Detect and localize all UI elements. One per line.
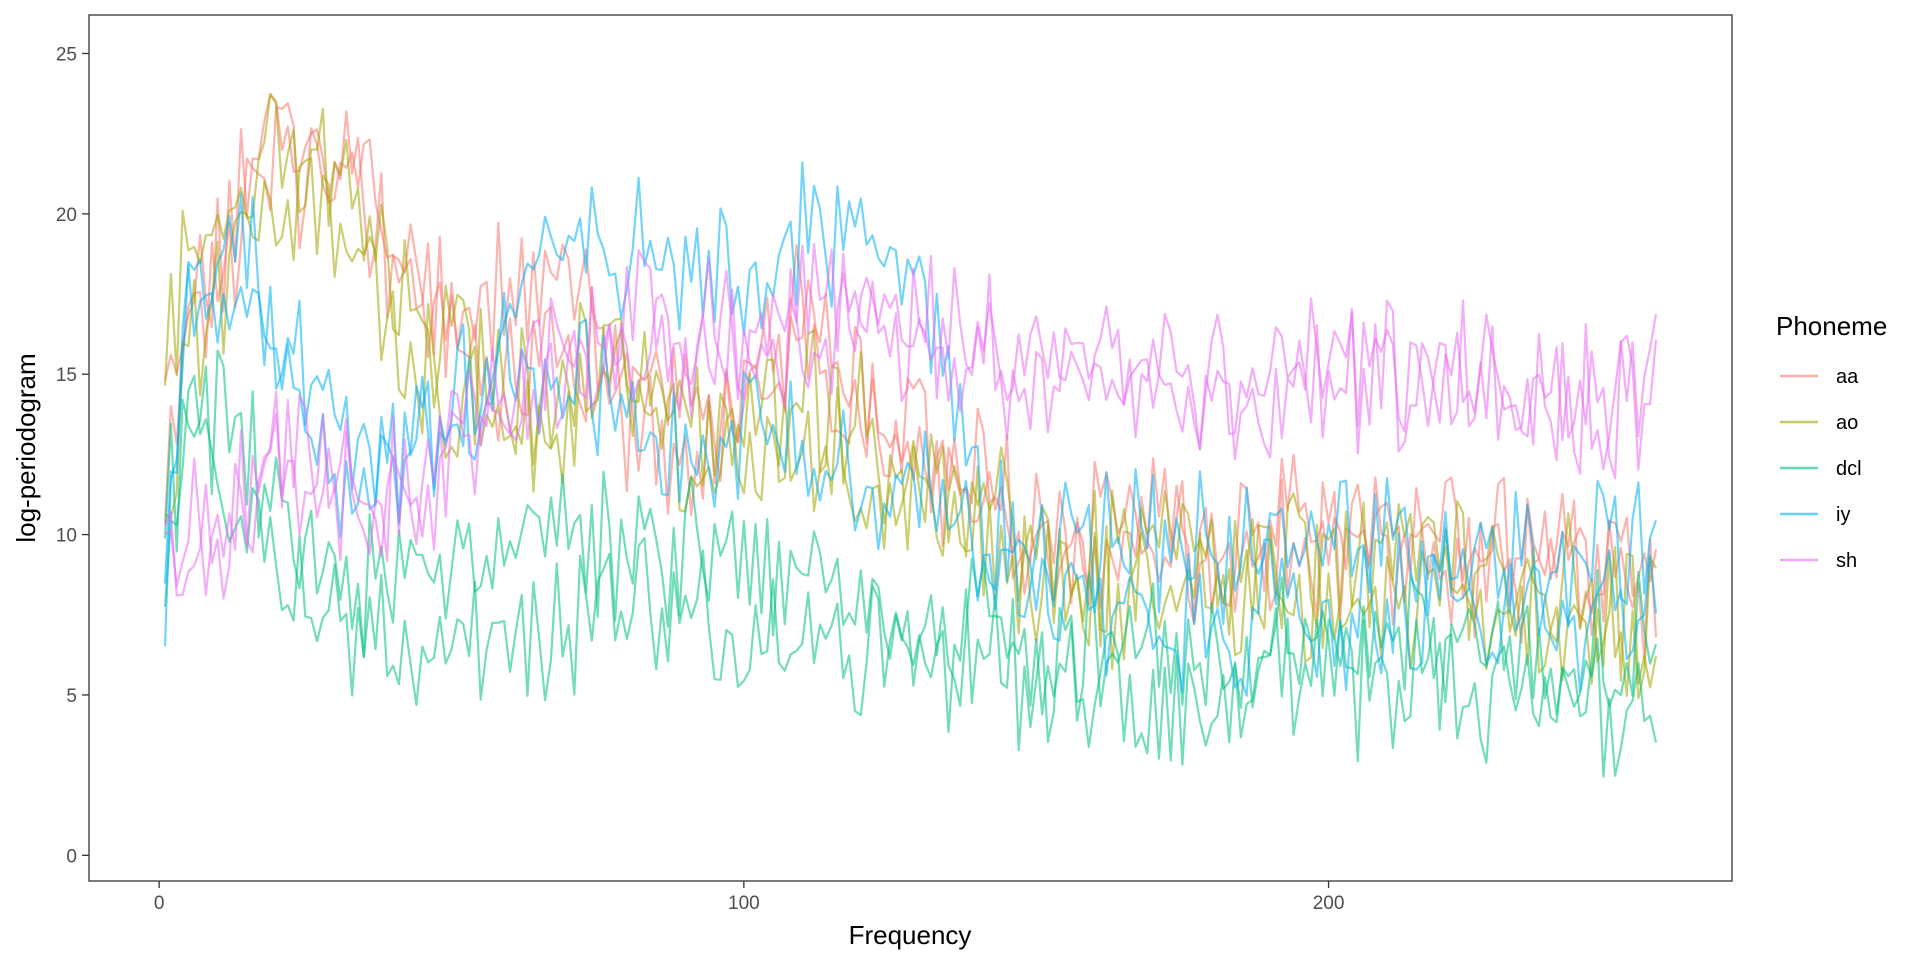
x-tick-label-100: 100 [728, 893, 760, 914]
y-tick-label-15: 15 [56, 365, 77, 386]
plot-panel [88, 14, 1733, 882]
x-tick-label-0: 0 [154, 893, 165, 914]
series-line-sh-2 [163, 243, 1658, 600]
legend-label-aa: aa [1836, 366, 1859, 388]
y-tick-label-0: 0 [66, 846, 77, 867]
axes-layer: 0 100 200 0 5 10 15 20 25 [56, 44, 1345, 914]
y-tick-label-20: 20 [56, 205, 77, 226]
series-line-aa-1 [163, 93, 1658, 637]
legend-title: Phoneme [1776, 311, 1887, 341]
y-axis-title: log-periodogram [11, 353, 41, 542]
x-axis-title: Frequency [849, 920, 972, 950]
y-tick-label-10: 10 [56, 526, 77, 547]
y-tick-label-5: 5 [66, 686, 77, 707]
legend-label-ao: ao [1836, 412, 1858, 434]
legend-label-iy: iy [1836, 504, 1850, 526]
series-line-ao-1 [163, 92, 1658, 689]
x-tick-label-200: 200 [1313, 893, 1345, 914]
series-layer [163, 92, 1658, 778]
legend: Phoneme aa ao dcl iy sh [1776, 311, 1887, 572]
series-line-iy-1 [163, 161, 1658, 697]
y-tick-label-25: 25 [56, 44, 77, 65]
series-line-sh-1 [164, 267, 1658, 596]
legend-label-sh: sh [1836, 550, 1857, 572]
series-line-iy-2 [163, 264, 1658, 637]
legend-label-dcl: dcl [1836, 458, 1862, 480]
